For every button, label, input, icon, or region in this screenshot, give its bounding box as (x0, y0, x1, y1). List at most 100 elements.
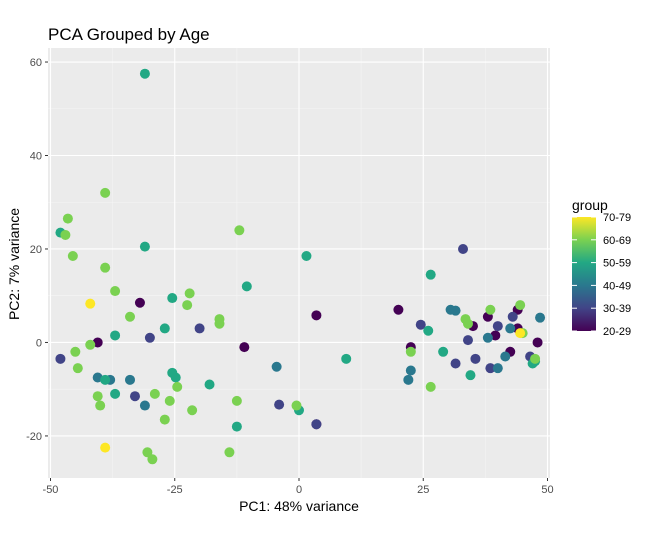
data-point-70-79 (85, 298, 96, 309)
data-point-60-69 (224, 447, 235, 458)
data-point-40-49 (125, 374, 136, 385)
data-point-60-69 (291, 400, 302, 411)
data-point-30-39 (311, 419, 322, 430)
data-point-30-39 (450, 358, 461, 369)
data-point-20-29 (134, 297, 145, 308)
y-axis-title: PC2: 7% variance (6, 208, 22, 320)
data-point-50-59 (465, 370, 476, 381)
data-point-60-69 (515, 300, 526, 311)
data-point-60-69 (142, 447, 153, 458)
data-point-40-49 (139, 400, 150, 411)
data-point-60-69 (164, 395, 175, 406)
legend-label: 50-59 (603, 258, 631, 270)
data-point-60-69 (462, 318, 473, 329)
y-tick-label: 20 (30, 244, 42, 256)
data-point-60-69 (214, 318, 225, 329)
data-point-60-69 (67, 250, 78, 261)
data-point-20-29 (532, 337, 543, 348)
x-tick-label: 25 (417, 484, 429, 496)
data-point-50-59 (438, 346, 449, 357)
legend-label: 70-79 (603, 212, 631, 224)
y-tick-label: 0 (36, 337, 42, 349)
chart-title: PCA Grouped by Age (48, 25, 210, 44)
data-point-40-49 (500, 351, 511, 362)
data-point-60-69 (231, 395, 242, 406)
data-point-60-69 (100, 187, 111, 198)
data-point-60-69 (234, 225, 245, 236)
data-point-50-59 (301, 250, 312, 261)
data-point-60-69 (425, 381, 436, 392)
data-point-60-69 (147, 454, 158, 465)
data-point-50-59 (425, 269, 436, 280)
legend-colorbar (572, 217, 596, 331)
data-point-30-39 (194, 323, 205, 334)
data-point-50-59 (110, 388, 121, 399)
legend-labels: 70-79 60-69 50-59 40-49 30-39 20-29 (572, 212, 631, 338)
data-point-60-69 (149, 388, 160, 399)
legend-label: 60-69 (603, 235, 631, 247)
data-point-30-39 (129, 391, 140, 402)
data-point-30-39 (274, 399, 285, 410)
data-point-20-29 (239, 342, 250, 353)
y-tick-label: -20 (26, 431, 42, 443)
data-point-20-29 (311, 310, 322, 321)
data-point-40-49 (405, 365, 416, 376)
data-point-60-69 (172, 381, 183, 392)
data-point-40-49 (271, 361, 282, 372)
data-point-60-69 (100, 262, 111, 273)
data-point-30-39 (492, 321, 503, 332)
x-tick-label: -25 (167, 484, 183, 496)
x-axis-title: PC1: 48% variance (239, 498, 359, 514)
data-point-60-69 (125, 311, 136, 322)
data-point-40-49 (403, 374, 414, 385)
data-point-60-69 (159, 414, 170, 425)
data-point-30-39 (55, 353, 66, 364)
y-axis-ticks: -20 0 20 40 60 (26, 57, 48, 443)
data-point-60-69 (95, 400, 106, 411)
data-point-70-79 (100, 442, 111, 453)
data-point-60-69 (60, 229, 71, 240)
data-point-50-59 (167, 293, 178, 304)
data-point-50-59 (100, 374, 111, 385)
y-tick-label: 60 (30, 57, 42, 69)
data-point-60-69 (187, 405, 198, 416)
x-tick-label: 0 (296, 484, 302, 496)
data-point-60-69 (62, 213, 73, 224)
data-point-60-69 (72, 363, 83, 374)
data-point-40-49 (482, 332, 493, 343)
legend-label: 20-29 (603, 326, 631, 338)
data-point-40-49 (505, 323, 516, 334)
x-tick-label: 50 (541, 484, 553, 496)
data-point-60-69 (182, 300, 193, 311)
data-point-40-49 (492, 363, 503, 374)
data-point-50-59 (170, 372, 181, 383)
legend-title: group (572, 197, 608, 213)
data-point-50-59 (341, 353, 352, 364)
data-point-70-79 (515, 328, 526, 339)
data-point-60-69 (530, 353, 541, 364)
data-point-50-59 (241, 281, 252, 292)
data-point-60-69 (92, 391, 103, 402)
data-point-60-69 (405, 346, 416, 357)
data-point-60-69 (184, 288, 195, 299)
data-point-30-39 (470, 353, 481, 364)
data-point-50-59 (159, 323, 170, 334)
data-point-30-39 (462, 335, 473, 346)
data-point-30-39 (485, 363, 496, 374)
data-point-50-59 (231, 421, 242, 432)
data-point-60-69 (485, 304, 496, 315)
data-point-20-29 (393, 304, 404, 315)
data-point-60-69 (110, 286, 121, 297)
data-point-50-59 (139, 241, 150, 252)
data-point-30-39 (458, 243, 469, 254)
legend-label: 30-39 (603, 303, 631, 315)
data-point-30-39 (415, 319, 426, 330)
y-tick-label: 40 (30, 151, 42, 163)
data-points (55, 68, 546, 465)
data-point-50-59 (139, 68, 150, 79)
data-point-50-59 (423, 325, 434, 336)
legend: group 70-79 60-69 50-59 40-49 30-39 20-29 (572, 197, 631, 338)
data-point-60-69 (70, 346, 81, 357)
data-point-60-69 (85, 339, 96, 350)
